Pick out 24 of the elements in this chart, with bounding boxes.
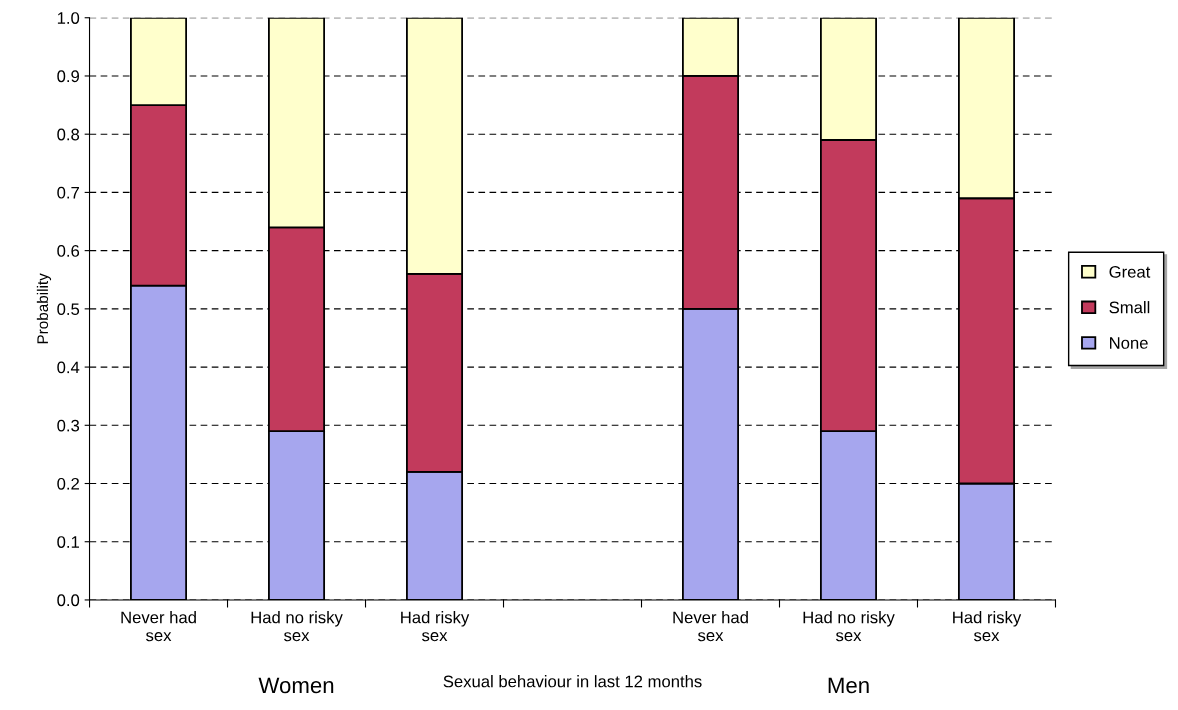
text: Women xyxy=(258,677,334,694)
x-tick-label: Had no risky sex xyxy=(251,611,343,642)
x-tick-label: Had risky sex xyxy=(401,611,470,642)
y-tick-label: 0.7 xyxy=(57,186,79,199)
y-tick-label: 0.8 xyxy=(57,128,80,141)
y-axis-title: Probability xyxy=(36,273,52,344)
text: Men xyxy=(828,677,869,694)
legend-label: None xyxy=(1110,337,1148,349)
y-tick-label: 0.5 xyxy=(57,303,80,316)
x-tick-label: Had no risky sex xyxy=(803,611,895,642)
x-tick-label: Had risky sex xyxy=(953,611,1022,642)
legend-label: Small xyxy=(1109,301,1150,314)
y-tick-label: 0.9 xyxy=(57,70,80,83)
x-tick-label: Never had sex xyxy=(673,611,748,642)
y-tick-label: 1.0 xyxy=(57,12,80,24)
x-tick-label: Never had sex xyxy=(121,611,196,642)
y-tick-label: 0.4 xyxy=(57,361,80,374)
y-tick-label: 0.0 xyxy=(57,594,80,607)
legend-label: Great xyxy=(1109,265,1151,278)
y-tick-label: 0.1 xyxy=(57,536,79,548)
x-axis-title: Sexual behaviour in last 12 months xyxy=(443,675,702,688)
y-tick-label: 0.2 xyxy=(57,477,79,490)
y-tick-label: 0.3 xyxy=(57,419,80,432)
y-tick-label: 0.6 xyxy=(57,245,80,257)
